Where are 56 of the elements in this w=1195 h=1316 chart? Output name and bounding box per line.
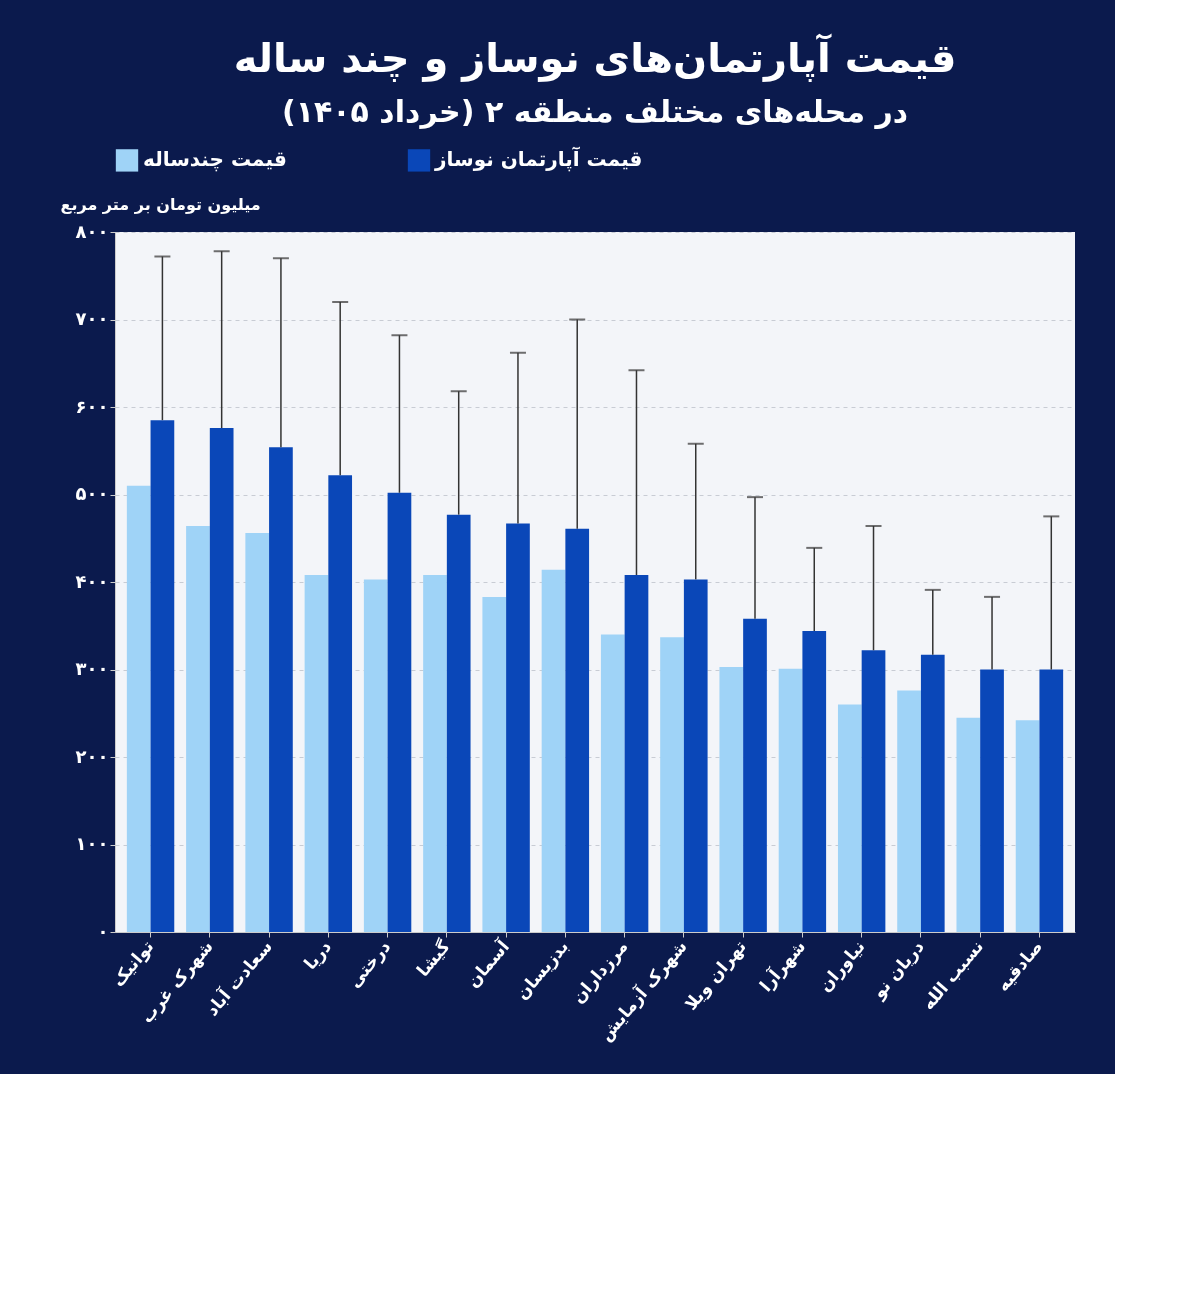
bar: [980, 669, 1004, 932]
y-tick-label: ۷۰۰: [75, 308, 109, 329]
bar: [328, 475, 353, 932]
bar: [624, 575, 649, 932]
bar: [660, 637, 684, 932]
bar: [897, 690, 921, 932]
bar: [956, 717, 981, 932]
x-tick-label: توانیک: [107, 936, 159, 991]
x-tick-label: آسمان: [461, 934, 514, 992]
y-tick-label: ۱۰۰: [75, 833, 109, 854]
bar: [802, 631, 827, 932]
x-tick-label: درختی: [343, 936, 395, 992]
bar: [482, 596, 507, 932]
bar: [245, 533, 270, 932]
bar: [600, 634, 625, 932]
bar: [837, 704, 862, 932]
x-tick-label: نیاوران: [814, 936, 870, 997]
bar: [304, 575, 329, 932]
x-tick-label: گیشا: [412, 936, 454, 981]
bar: [150, 420, 175, 932]
chart-subtitle: در محله‌های مختلف منطقه ۲ (خرداد ۱۴۰۵): [281, 94, 909, 129]
x-tick-label: صادقیه: [992, 936, 1047, 996]
bar: [920, 654, 945, 932]
bar: [565, 528, 590, 932]
bar: [446, 514, 471, 932]
bar: [861, 650, 886, 932]
y-tick-label: ۰: [97, 920, 109, 942]
bar: [209, 428, 234, 932]
bar: [506, 523, 530, 932]
legend-label: قیمت چندساله: [143, 147, 287, 173]
legend-label: قیمت آپارتمان نوساز: [434, 146, 643, 173]
bar: [363, 579, 388, 932]
bar: [1015, 720, 1040, 932]
x-tick-label: دریا: [299, 936, 336, 974]
bar: [683, 579, 708, 932]
bar: [743, 618, 767, 932]
bar: [541, 569, 566, 932]
bar: [387, 492, 412, 932]
y-tick-label: ۸۰۰: [75, 220, 109, 242]
bar: [1039, 669, 1064, 932]
bar: [719, 666, 744, 932]
y-axis-title: میلیون تومان بر متر مربع: [60, 194, 261, 214]
bar: [186, 526, 210, 932]
bar: [423, 575, 447, 932]
bar: [269, 447, 293, 932]
y-tick-label: ۴۰۰: [75, 570, 109, 592]
x-tick-label: دریان نو: [867, 936, 929, 1004]
bar: [778, 668, 803, 932]
y-tick-label: ۳۰۰: [75, 658, 109, 679]
chart-title: قیمت آپارتمان‌های نوساز و چند ساله: [233, 33, 957, 82]
x-tick-label: بدزیسان: [511, 936, 573, 1004]
x-tick-label: شهرآرا: [754, 935, 811, 996]
y-tick-label: ۶۰۰: [75, 395, 109, 417]
bar: [126, 485, 151, 932]
y-tick-label: ۵۰۰: [75, 483, 109, 504]
y-tick-label: ۲۰۰: [75, 745, 109, 767]
